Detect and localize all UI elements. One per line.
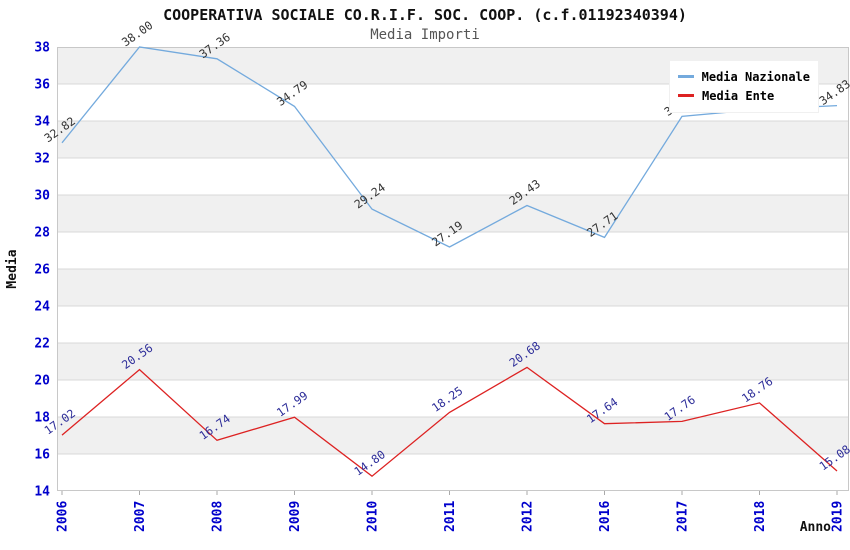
legend-item-media-ente: Media Ente xyxy=(678,86,810,105)
x-tick-label: 2016 xyxy=(598,501,613,532)
legend-label-nazionale: Media Nazionale xyxy=(701,69,810,84)
x-tick-label: 2019 xyxy=(831,501,846,532)
x-tick-label: 2006 xyxy=(56,501,71,532)
x-tick-label: 2009 xyxy=(288,501,303,532)
y-tick-label: 18 xyxy=(34,411,50,426)
x-tick-label: 2017 xyxy=(676,501,691,532)
legend-swatch-nazionale-icon xyxy=(678,75,694,78)
x-tick-label: 2007 xyxy=(133,501,148,532)
legend-item-media-nazionale: Media Nazionale xyxy=(678,67,810,86)
point-value-label: 38.00 xyxy=(119,18,155,49)
plot-band xyxy=(57,121,849,158)
series-line-media-ente xyxy=(61,366,838,478)
chart-subtitle: Media Importi xyxy=(370,27,480,43)
y-tick-label: 24 xyxy=(34,300,50,315)
plot-band xyxy=(57,269,849,306)
y-tick-label: 28 xyxy=(34,226,50,241)
y-tick-label: 26 xyxy=(34,263,50,278)
plot-band xyxy=(57,417,849,454)
chart-title: COOPERATIVA SOCIALE CO.R.I.F. SOC. COOP.… xyxy=(163,6,687,24)
plot-frame xyxy=(57,47,849,491)
plot-band xyxy=(57,232,849,269)
y-tick-label: 30 xyxy=(34,189,50,204)
series-line-media-nazionale xyxy=(61,46,838,248)
x-axis-title: Anno xyxy=(800,520,831,535)
y-axis-title: Media xyxy=(5,249,20,288)
y-tick-label: 38 xyxy=(34,41,50,56)
y-tick-label: 14 xyxy=(34,485,50,500)
legend-swatch-ente-icon xyxy=(678,94,694,97)
legend-label-ente: Media Ente xyxy=(702,88,775,103)
x-tick-label: 2018 xyxy=(753,501,768,532)
y-tick-label: 36 xyxy=(34,78,50,93)
x-tick-label: 2008 xyxy=(211,501,226,532)
plot-band xyxy=(57,343,849,380)
y-tick-label: 34 xyxy=(34,115,50,130)
y-tick-label: 22 xyxy=(34,337,50,352)
x-tick-label: 2011 xyxy=(443,501,458,532)
plot-band xyxy=(57,454,849,491)
legend: Media Nazionale Media Ente xyxy=(669,60,819,113)
x-tick-label: 2012 xyxy=(521,501,536,532)
plot-band xyxy=(57,195,849,232)
plot-band xyxy=(57,158,849,195)
x-tick-label: 2010 xyxy=(366,501,381,532)
y-tick-label: 20 xyxy=(34,374,50,389)
plot-band xyxy=(57,306,849,343)
y-tick-label: 32 xyxy=(34,152,50,167)
y-tick-label: 16 xyxy=(34,448,50,463)
